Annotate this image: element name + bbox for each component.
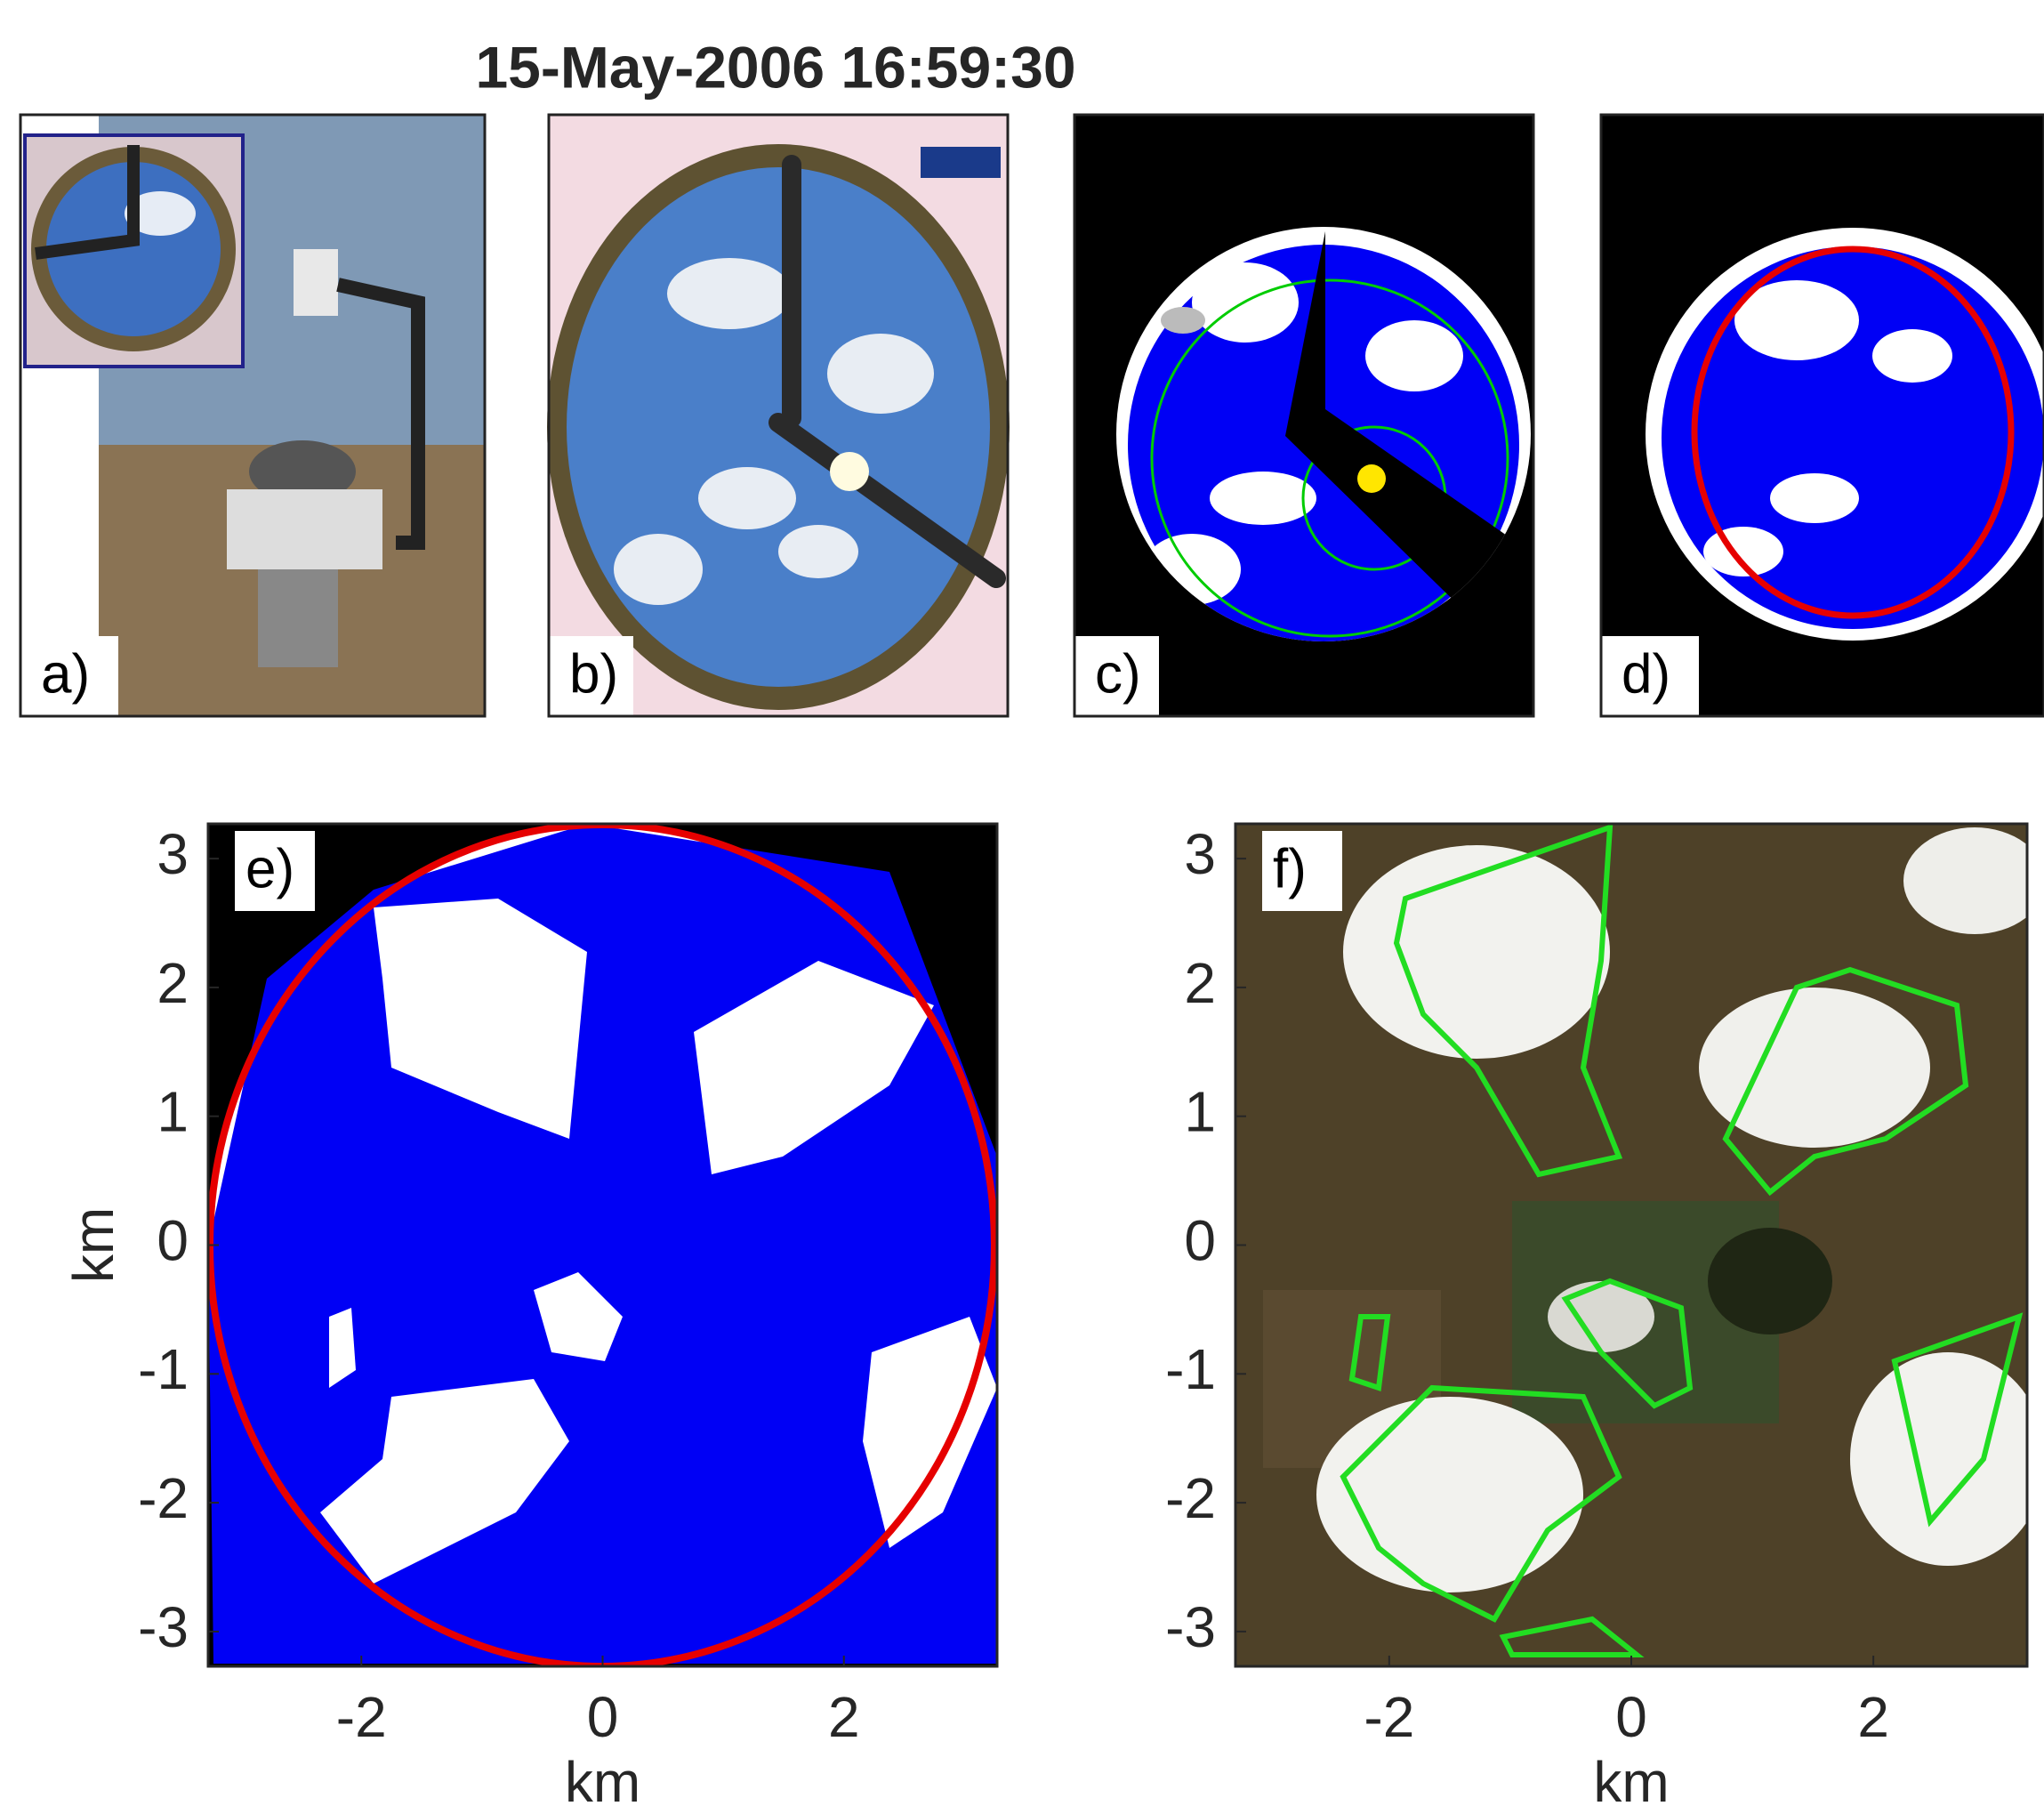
y-tick-label: -1 (138, 1337, 189, 1401)
x-tick-label: -2 (1364, 1685, 1414, 1749)
x-axis-label: km (1593, 1750, 1669, 1806)
y-tick-label: 3 (1184, 822, 1216, 886)
panel-label: e) (245, 838, 294, 899)
x-tick-label: -2 (336, 1685, 387, 1749)
panel-c: c) (1074, 115, 1533, 716)
panel-a: a) (20, 115, 485, 716)
y-tick-label: 0 (157, 1208, 189, 1272)
y-tick-label: -3 (138, 1595, 189, 1659)
panel-label: f) (1273, 838, 1307, 899)
satellite-image (1235, 824, 2044, 1666)
panel-label: b) (569, 643, 618, 705)
y-tick-label: 2 (1184, 951, 1216, 1015)
y-axis-label: km (61, 1207, 125, 1283)
y-tick-label: -2 (138, 1466, 189, 1530)
y-tick-label: 0 (1184, 1208, 1216, 1272)
figure-title: 15-May-2006 16:59:30 (475, 34, 1075, 100)
x-axis-label: km (565, 1750, 640, 1806)
y-tick-label: 3 (157, 822, 189, 886)
x-tick-label: 2 (828, 1685, 860, 1749)
y-tick-label: 1 (1184, 1080, 1216, 1144)
panel-b: b) (547, 115, 1010, 716)
y-tick-label: -3 (1165, 1595, 1216, 1659)
cloud-mask-image (208, 822, 997, 1666)
y-tick-label: -2 (1165, 1466, 1216, 1530)
panel-d: d) (1601, 115, 2044, 716)
x-tick-label: 2 (1857, 1685, 1889, 1749)
panel-label: d) (1622, 643, 1670, 705)
x-tick-label: 0 (1615, 1685, 1647, 1749)
x-tick-label: 0 (587, 1685, 619, 1749)
panel-label: a) (41, 643, 90, 705)
y-tick-label: 2 (157, 951, 189, 1015)
figure: 15-May-2006 16:59:30 a) b) (0, 0, 2044, 1806)
y-tick-label: 1 (157, 1080, 189, 1144)
y-tick-label: -1 (1165, 1337, 1216, 1401)
panel-label: c) (1095, 643, 1141, 705)
